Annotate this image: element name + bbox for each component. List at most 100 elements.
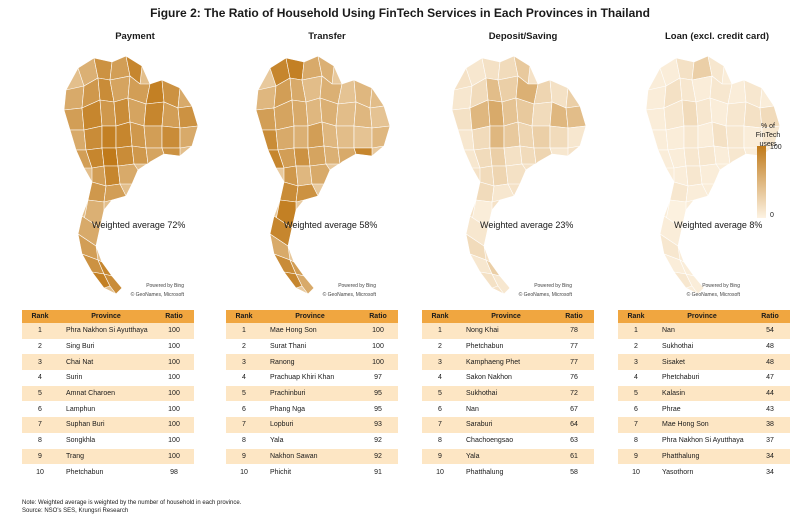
rank-cell: 7 bbox=[226, 417, 262, 433]
ratio-cell: 100 bbox=[154, 401, 194, 418]
table-loan: Rank Province Ratio 1 Nan 54 2 Sukhothai 48 3 Sisa… bbox=[618, 310, 790, 480]
table-row: 9 Nakhon Sawan 92 bbox=[226, 448, 398, 465]
province-region bbox=[451, 107, 473, 131]
ratio-cell: 100 bbox=[154, 354, 194, 371]
province-region bbox=[101, 125, 117, 149]
note-text: Note: Weighted average is weighted by th… bbox=[22, 500, 242, 506]
table-row: 3 Ranong 100 bbox=[226, 354, 398, 371]
province-cell: Suphan Buri bbox=[58, 417, 154, 433]
table-row: 5 Kalasin 44 bbox=[618, 385, 790, 402]
ratio-cell: 95 bbox=[358, 385, 398, 402]
province-region bbox=[683, 147, 701, 167]
province-region bbox=[531, 101, 553, 127]
province-region bbox=[99, 99, 117, 127]
province-region bbox=[761, 125, 781, 149]
table-row: 10 Phatthalung 58 bbox=[422, 464, 594, 480]
province-region bbox=[131, 145, 149, 165]
table-row: 8 Yala 92 bbox=[226, 432, 398, 449]
ratio-cell: 100 bbox=[358, 323, 398, 339]
ratio-cell: 54 bbox=[750, 323, 790, 339]
province-region bbox=[451, 85, 473, 111]
rank-cell: 8 bbox=[422, 432, 458, 449]
province-cell: Phichit bbox=[262, 464, 358, 480]
ratio-cell: 38 bbox=[750, 417, 790, 433]
rank-cell: 6 bbox=[422, 401, 458, 418]
province-region bbox=[335, 125, 355, 149]
province-region bbox=[321, 121, 339, 149]
table-row: 4 Phetchaburi 47 bbox=[618, 370, 790, 386]
province-cell: Nong Khai bbox=[458, 323, 554, 339]
rank-cell: 2 bbox=[618, 338, 654, 355]
province-region bbox=[115, 121, 133, 149]
map-title-transfer: Transfer bbox=[308, 31, 346, 42]
rank-cell: 3 bbox=[422, 354, 458, 371]
ratio-cell: 95 bbox=[358, 401, 398, 418]
province-cell: Sukhothai bbox=[654, 338, 750, 355]
ratio-cell: 37 bbox=[750, 432, 790, 449]
province-region bbox=[103, 165, 121, 187]
rank-cell: 4 bbox=[618, 370, 654, 386]
province-region bbox=[697, 145, 717, 167]
table-transfer: Rank Province Ratio 1 Mae Hong Son 100 2 Surat … bbox=[226, 310, 398, 480]
table-row: 7 Mae Hong Son 38 bbox=[618, 417, 790, 433]
rank-cell: 3 bbox=[22, 354, 58, 371]
rank-cell: 1 bbox=[618, 323, 654, 339]
province-region bbox=[565, 105, 587, 129]
province-region bbox=[261, 129, 279, 151]
province-cell: Nakhon Sawan bbox=[262, 448, 358, 465]
province-cell: Trang bbox=[58, 448, 154, 465]
ratio-cell: 43 bbox=[750, 401, 790, 418]
province-cell: Phetchaburi bbox=[654, 370, 750, 386]
province-region bbox=[489, 147, 507, 167]
rank-cell: 9 bbox=[618, 448, 654, 465]
rank-cell: 10 bbox=[226, 464, 262, 480]
rank-cell: 6 bbox=[22, 401, 58, 418]
ratio-cell: 61 bbox=[554, 448, 594, 465]
province-region bbox=[565, 87, 581, 109]
province-region bbox=[695, 97, 713, 127]
rank-cell: 6 bbox=[226, 401, 262, 418]
table-row: 4 Prachuap Khiri Khan 97 bbox=[226, 370, 398, 386]
table-row: 3 Chai Nat 100 bbox=[22, 354, 194, 371]
province-region bbox=[713, 145, 731, 165]
rank-cell: 10 bbox=[618, 464, 654, 480]
table-row: 9 Yala 61 bbox=[422, 448, 594, 465]
province-region bbox=[305, 97, 323, 127]
map-payment bbox=[63, 55, 199, 295]
province-cell: Phrae bbox=[654, 401, 750, 418]
ratio-cell: 34 bbox=[750, 464, 790, 480]
province-region bbox=[87, 181, 107, 203]
province-region bbox=[295, 183, 319, 203]
province-region bbox=[567, 125, 587, 149]
weighted-average-loan: Weighted average 8% bbox=[674, 220, 763, 230]
province-region bbox=[371, 125, 391, 149]
province-cell: Surin bbox=[58, 370, 154, 386]
province-region bbox=[457, 129, 475, 151]
province-region bbox=[531, 125, 551, 149]
province-cell: Phatthalung bbox=[654, 448, 750, 465]
legend-title: % of FinTech users bbox=[755, 123, 781, 148]
ratio-cell: 91 bbox=[358, 464, 398, 480]
map-title-payment: Payment bbox=[115, 31, 155, 42]
table-row: 10 Phetchabun 98 bbox=[22, 464, 194, 480]
province-region bbox=[353, 125, 373, 149]
ratio-cell: 77 bbox=[554, 338, 594, 355]
legend-min: 0 bbox=[770, 212, 774, 219]
map-title-loan: Loan (excl. credit card) bbox=[664, 31, 769, 42]
rank-cell: 2 bbox=[226, 338, 262, 355]
table-header-ratio: Ratio bbox=[554, 310, 594, 323]
province-region bbox=[295, 165, 313, 187]
table-row: 1 Nan 54 bbox=[618, 323, 790, 339]
table-row: 1 Mae Hong Son 100 bbox=[226, 323, 398, 339]
province-cell: Kalasin bbox=[654, 385, 750, 402]
ratio-cell: 93 bbox=[358, 417, 398, 433]
rank-cell: 7 bbox=[618, 417, 654, 433]
credit-copyright: © GeoNames, Microsoft bbox=[518, 292, 572, 298]
province-region bbox=[369, 105, 391, 129]
province-cell: Phra Nakhon Si Ayutthaya bbox=[58, 323, 154, 339]
credit-copyright: © GeoNames, Microsoft bbox=[322, 292, 376, 298]
province-region bbox=[279, 181, 299, 203]
rank-cell: 4 bbox=[422, 370, 458, 386]
ratio-cell: 100 bbox=[154, 432, 194, 449]
province-region bbox=[503, 121, 521, 149]
